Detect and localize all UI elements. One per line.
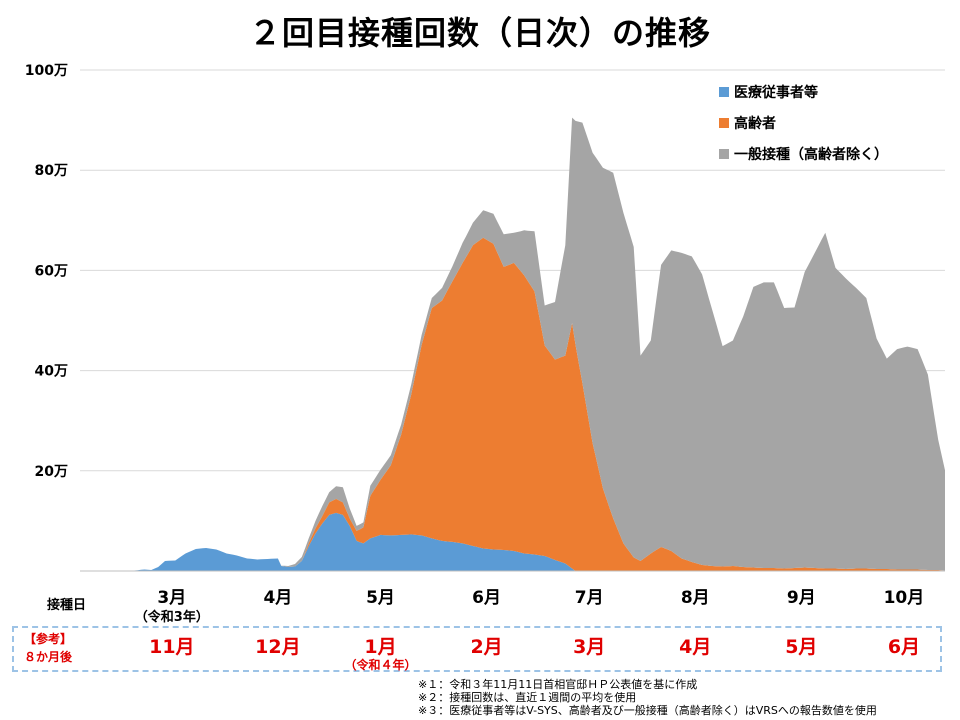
area-series-1 xyxy=(100,512,945,571)
legend-label: 医療従事者等 xyxy=(734,84,818,101)
reference-box xyxy=(12,626,942,672)
footnote-1: ※１：令和３年11月11日首相官邸ＨＰ公表値を基に作成 xyxy=(418,678,698,691)
month-label: 9月 xyxy=(786,588,816,608)
legend-label: 一般接種（高齢者除く） xyxy=(734,146,888,163)
month-label: 8月 xyxy=(680,588,710,608)
footnote-2: ※２：接種回数は、直近１週間の平均を使用 xyxy=(418,691,637,704)
reference-month-label: 2月 xyxy=(470,636,503,658)
month-label: 6月 xyxy=(472,588,501,608)
reference-label: 【参考】 ８か月後 xyxy=(20,630,76,666)
reference-month-label: 6月 xyxy=(887,636,921,658)
legend-label: 高齢者 xyxy=(734,115,776,132)
y-axis-ticks: 20万 40万 60万 80万 100万 xyxy=(25,63,68,480)
reference-month-label: 1月 xyxy=(364,636,397,658)
reference-month-label: 4月 xyxy=(679,636,712,658)
reference-label-line1: 【参考】 xyxy=(23,632,72,646)
reference-month-label: 12月 xyxy=(255,636,301,658)
y-tick-label: 60万 xyxy=(35,263,68,279)
footnotes: ※１：令和３年11月11日首相官邸ＨＰ公表値を基に作成 ※２：接種回数は、直近１… xyxy=(418,678,877,717)
area-series-2 xyxy=(100,237,945,572)
area-series-group xyxy=(100,117,945,572)
y-tick-label: 80万 xyxy=(35,163,68,179)
y-tick-label: 40万 xyxy=(35,364,68,380)
month-label: 3月 xyxy=(157,588,187,608)
month-label: 4月 xyxy=(263,588,293,608)
area-series-3 xyxy=(100,117,945,571)
month-label: 7月 xyxy=(574,588,604,608)
reference-month-sublabel: （令和４年） xyxy=(344,658,417,672)
legend-swatch xyxy=(719,118,729,128)
month-sublabel: （令和3年） xyxy=(134,610,209,625)
legend-swatch xyxy=(719,149,729,159)
y-tick-label: 20万 xyxy=(35,464,68,480)
reference-month-label: 3月 xyxy=(573,636,606,658)
reference-month-label: 5月 xyxy=(785,636,818,658)
y-tick-label: 100万 xyxy=(25,63,68,79)
reference-label-line2: ８か月後 xyxy=(23,650,72,664)
month-label: 5月 xyxy=(366,588,395,608)
chart-title: ２回目接種回数（日次）の推移 xyxy=(248,14,711,52)
reference-month-label: 11月 xyxy=(149,636,195,658)
footnote-3: ※３：医療従事者等はV-SYS、高齢者及び一般接種（高齢者除く）はVRSへの報告… xyxy=(418,704,877,717)
month-label: 10月 xyxy=(883,588,925,608)
x-axis-label: 接種日 xyxy=(47,598,87,613)
legend-swatch xyxy=(719,87,729,97)
